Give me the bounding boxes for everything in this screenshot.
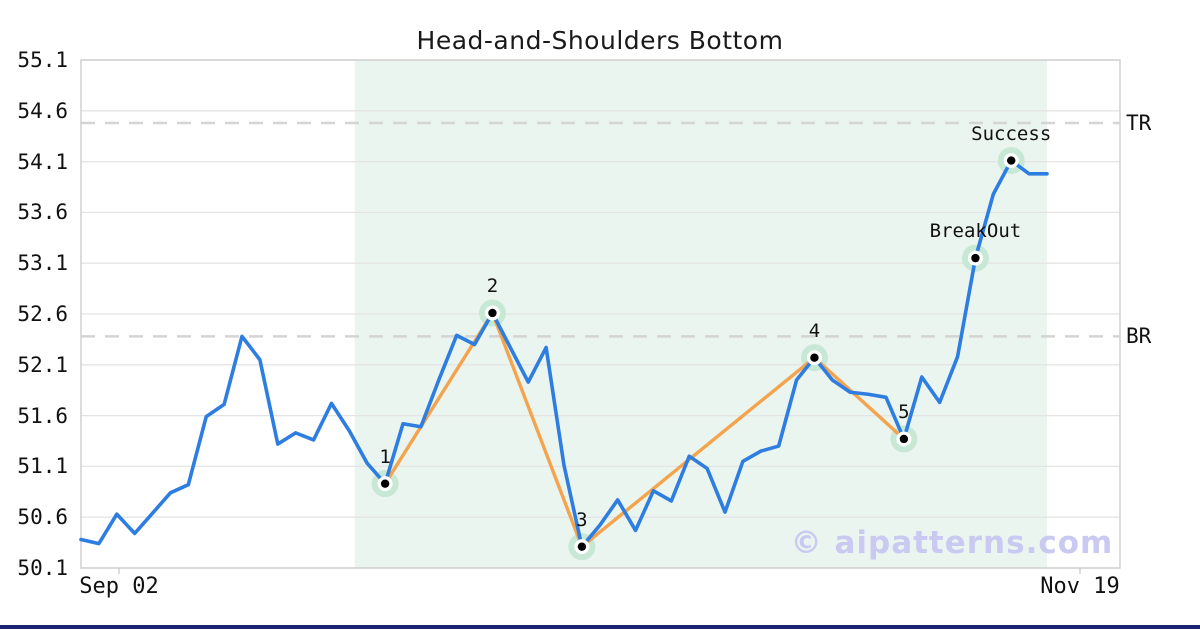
marker-dot [488,308,497,318]
marker-label-2: 2 [486,274,499,297]
x-tick-label-start: Sep 02 [79,574,159,599]
marker-dot [380,479,390,488]
y-tick-label: 52.6 [17,302,68,326]
watermark-text: © aipatterns.com [790,525,1114,561]
y-tick-label: 53.6 [17,200,68,225]
x-tick-label-end: Nov 19 [1040,574,1120,599]
marker-label-5: 5 [898,400,910,423]
breakout-line-label: BR [1126,324,1152,349]
marker-dot [810,353,819,362]
chart-title: Head-and-Shoulders Bottom [416,26,784,55]
marker-label-4: 4 [808,319,821,342]
y-tick-label: 54.1 [17,149,68,174]
marker-label-success: Success [971,122,1052,145]
bottom-accent-bar [0,625,1200,629]
marker-dot [971,253,980,263]
marker-label-3: 3 [576,508,588,531]
marker-label-breakout: BreakOut [929,220,1022,243]
plot-border [80,59,1121,569]
y-tick-label: 50.1 [17,556,68,580]
y-tick-label: 51.1 [17,454,68,479]
y-tick-label: 52.1 [17,352,68,377]
target-line-label: TR [1126,110,1152,135]
price-line [79,158,1049,549]
y-tick-label: 53.1 [17,251,68,276]
marker-dot [1007,156,1016,165]
marker-label-1: 1 [379,445,391,468]
marker-dot [577,542,587,551]
y-tick-label: 51.6 [17,403,68,428]
y-tick-label: 55.1 [17,48,68,72]
marker-dot [899,434,909,444]
y-tick-label: 50.6 [17,505,68,530]
y-tick-label: 54.6 [17,98,68,123]
